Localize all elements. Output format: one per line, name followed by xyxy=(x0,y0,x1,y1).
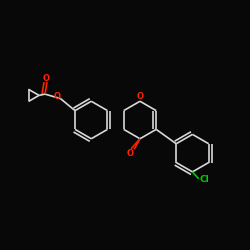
Text: O: O xyxy=(54,92,60,100)
Text: O: O xyxy=(42,74,50,82)
Text: Cl: Cl xyxy=(199,175,209,184)
Text: O: O xyxy=(136,92,143,101)
Text: O: O xyxy=(127,149,134,158)
